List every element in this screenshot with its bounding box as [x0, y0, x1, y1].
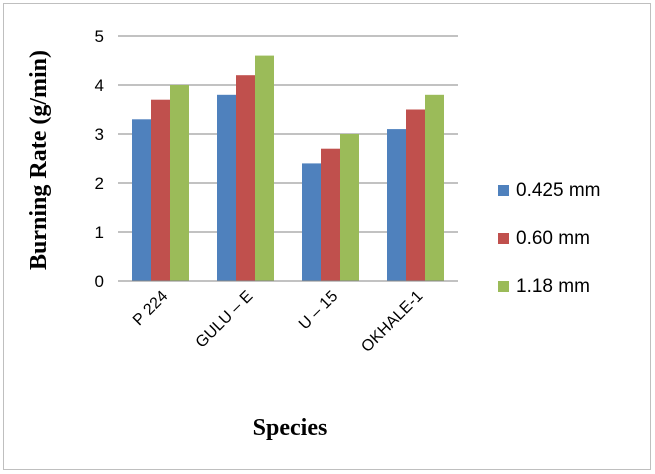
- x-tick-label: U – 15: [296, 288, 341, 333]
- bar-okhale-1-series-1: [387, 129, 406, 281]
- y-tick-label: 2: [95, 174, 104, 193]
- x-tick-label: GULU – E: [193, 288, 257, 352]
- y-tick-label: 4: [95, 76, 104, 95]
- legend-label: 0.425 mm: [516, 180, 600, 201]
- y-tick-label: 5: [95, 27, 104, 46]
- bar-gulu-e-series-1: [217, 94, 236, 281]
- y-axis-title: Burning Rate (g/min): [26, 50, 52, 270]
- x-axis-title: Species: [253, 415, 328, 441]
- y-axis-ticks: 0 1 2 3 4 5: [95, 27, 104, 291]
- y-tick-label: 0: [95, 272, 104, 291]
- x-tick-label: P 224: [130, 288, 171, 329]
- legend-label: 1.18 mm: [516, 276, 590, 297]
- bar-p-224-series-2: [151, 99, 170, 281]
- bar-okhale-1-series-2: [406, 109, 425, 281]
- bar-gulu-e-series-3: [255, 55, 274, 281]
- x-axis-ticks: P 224 GULU – E U – 15 OKHALE-1: [130, 288, 426, 356]
- bar-gulu-e-series-2: [236, 75, 255, 281]
- legend-swatch: [498, 185, 509, 196]
- bars: [132, 55, 444, 281]
- y-tick-label: 3: [95, 125, 104, 144]
- bar-okhale-1-series-3: [425, 94, 444, 281]
- y-tick-label: 1: [95, 223, 104, 242]
- bar-u-15-series-3: [340, 134, 359, 281]
- x-tick-label: OKHALE-1: [358, 288, 426, 356]
- bar-u-15-series-1: [302, 163, 321, 281]
- bar-u-15-series-2: [321, 148, 340, 281]
- legend: 0.425 mm 0.60 mm 1.18 mm: [498, 180, 600, 297]
- legend-swatch: [498, 281, 509, 292]
- legend-swatch: [498, 233, 509, 244]
- legend-label: 0.60 mm: [516, 228, 590, 249]
- bar-p-224-series-1: [132, 119, 151, 281]
- bar-p-224-series-3: [170, 85, 189, 281]
